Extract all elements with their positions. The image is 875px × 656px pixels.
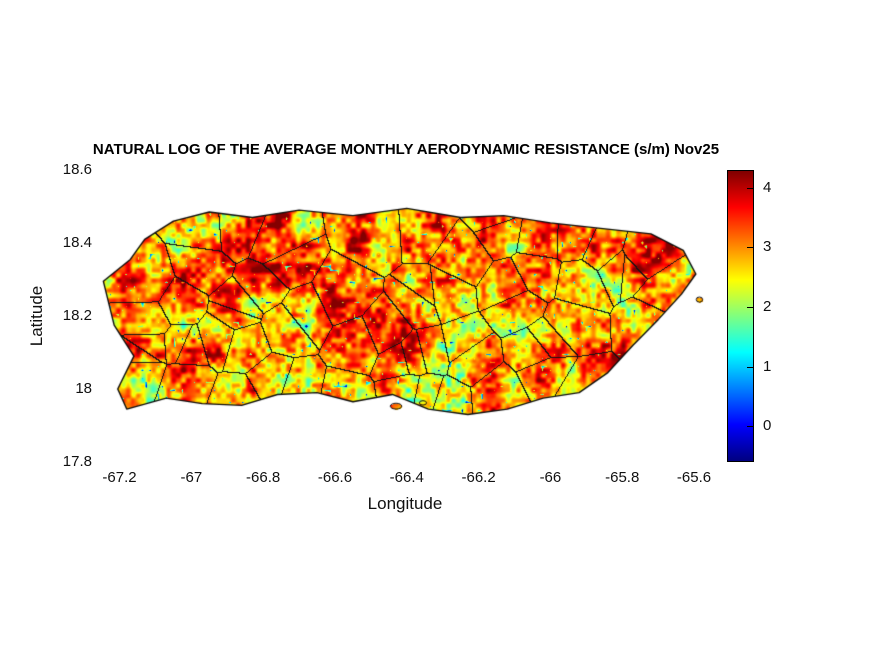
chart-title: NATURAL LOG OF THE AVERAGE MONTHLY AEROD… (92, 141, 720, 158)
x-tick-label: -65.6 (676, 469, 712, 486)
x-tick-label: -66.8 (246, 469, 281, 486)
x-axis-label: Longitude (367, 494, 443, 513)
y-tick-label: 18.6 (62, 161, 92, 178)
colorbar-tick-label: 3 (763, 238, 772, 256)
colorbar (727, 170, 754, 462)
colorbar-tick-mark (747, 426, 753, 427)
heatmap-canvas (98, 170, 712, 462)
y-tick-label: 18 (75, 380, 92, 397)
x-tick-label: -65.8 (605, 469, 640, 486)
colorbar-tick-label: 4 (763, 178, 772, 196)
x-tick-label: -66.2 (461, 469, 496, 486)
colorbar-tick-label: 0 (763, 417, 772, 435)
colorbar-tick-mark (747, 307, 753, 308)
x-tick-label: -66.4 (389, 469, 424, 486)
x-tick-label: -66 (539, 469, 562, 486)
x-tick-label: -67.2 (102, 469, 137, 486)
x-tick-label: -67 (180, 469, 203, 486)
colorbar-tick-label: 1 (763, 357, 772, 375)
y-tick-label: 18.4 (62, 234, 92, 251)
colorbar-tick-mark (747, 188, 753, 189)
colorbar-tick-mark (747, 247, 753, 248)
colorbar-tick-label: 2 (763, 298, 772, 316)
x-tick-label: -66.6 (317, 469, 353, 486)
y-tick-label: 18.2 (62, 307, 92, 324)
y-tick-label: 17.8 (62, 453, 92, 470)
colorbar-tick-mark (747, 367, 753, 368)
